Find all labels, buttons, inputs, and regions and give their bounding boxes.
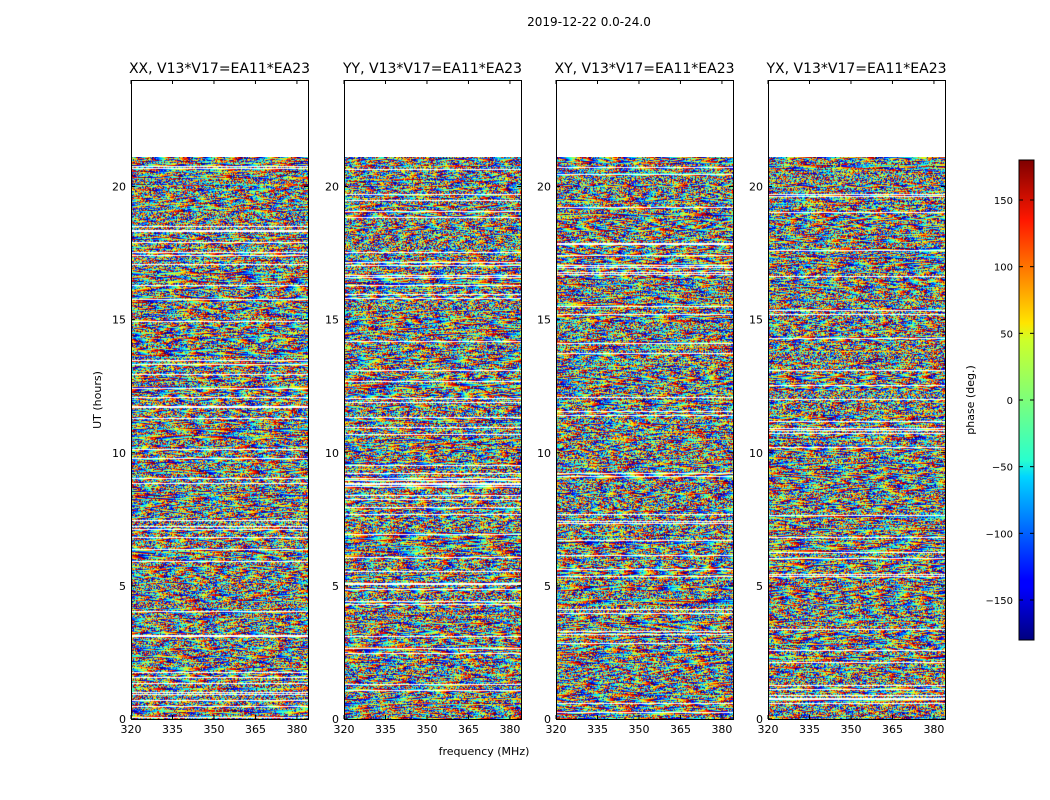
phase-heatmap [768,157,945,719]
panel-frame [768,80,946,720]
colorbar-tick-label: 100 [994,263,1013,274]
x-tick-label: 350 [840,723,861,736]
y-tick-label: 5 [119,580,126,593]
panel-frame [131,80,309,720]
x-tick-label: 320 [758,723,779,736]
x-axis-label: frequency (MHz) [439,745,530,758]
y-tick-label: 10 [325,447,339,460]
y-tick-label: 5 [544,580,551,593]
panel-frame [344,80,522,720]
figure-suptitle: 2019-12-22 0.0-24.0 [527,15,651,29]
y-tick-label: 5 [756,580,763,593]
x-tick-label: 335 [162,723,183,736]
panel-title: YY, V13*V17=EA11*EA23 [342,61,522,77]
y-tick-label: 0 [332,713,339,726]
y-tick-label: 0 [119,713,126,726]
colorbar-tick-label: −100 [986,529,1013,540]
colorbar-tick-label: 150 [994,196,1013,207]
y-tick-label: 5 [332,580,339,593]
x-tick-label: 380 [286,723,307,736]
phase-heatmap [131,157,308,719]
x-tick-label: 380 [499,723,520,736]
y-axis-label: UT (hours) [91,371,104,429]
phase-heatmap [556,157,733,719]
y-tick-label: 10 [112,447,126,460]
x-tick-label: 335 [587,723,608,736]
x-tick-label: 320 [546,723,567,736]
panel-title: YX, V13*V17=EA11*EA23 [765,61,946,77]
panel-4: YX, V13*V17=EA11*EA23 320 335 350 365 380 0 5 10… [749,61,947,736]
x-tick-label: 365 [245,723,266,736]
panel-title: XX, V13*V17=EA11*EA23 [129,61,310,77]
x-tick-label: 365 [458,723,479,736]
colorbar-tick-label: 50 [1000,329,1013,340]
x-tick-label: 380 [711,723,732,736]
panel-2: YY, V13*V17=EA11*EA23 320 335 350 365 380 0 5 10… [325,61,522,736]
colorbar: 150 100 50 0 −50 −100 −150 phase (deg.) [964,159,1035,641]
x-tick-label: 350 [203,723,224,736]
x-tick-label: 365 [670,723,691,736]
y-tick-label: 0 [544,713,551,726]
phase-heatmap [344,157,521,719]
x-tick-label: 320 [334,723,355,736]
y-tick-label: 15 [112,314,126,327]
y-tick-label: 15 [537,314,551,327]
x-tick-label: 335 [799,723,820,736]
x-tick-label: 335 [375,723,396,736]
panel-1: XX, V13*V17=EA11*EA23 320 335 350 365 380 0 5 10… [112,61,310,736]
panels: XX, V13*V17=EA11*EA23 320 335 350 365 380 0 5 10… [112,61,947,736]
panel-title: XY, V13*V17=EA11*EA23 [554,61,734,77]
x-tick-label: 365 [882,723,903,736]
y-tick-label: 20 [112,181,126,194]
colorbar-tick-label: 0 [1007,396,1013,407]
x-tick-label: 350 [416,723,437,736]
panel-frame [556,80,734,720]
x-tick-label: 380 [923,723,944,736]
y-tick-label: 20 [537,181,551,194]
y-tick-label: 20 [749,181,763,194]
colorbar-tick-label: −150 [986,596,1013,607]
y-tick-label: 10 [749,447,763,460]
y-tick-label: 15 [325,314,339,327]
x-tick-label: 350 [628,723,649,736]
y-tick-label: 20 [325,181,339,194]
colorbar-label: phase (deg.) [964,365,977,435]
panel-3: XY, V13*V17=EA11*EA23 320 335 350 365 380 0 5 10… [537,61,735,736]
colorbar-tick-label: −50 [992,463,1013,474]
y-tick-label: 15 [749,314,763,327]
y-tick-label: 10 [537,447,551,460]
x-tick-label: 320 [121,723,142,736]
y-tick-label: 0 [756,713,763,726]
